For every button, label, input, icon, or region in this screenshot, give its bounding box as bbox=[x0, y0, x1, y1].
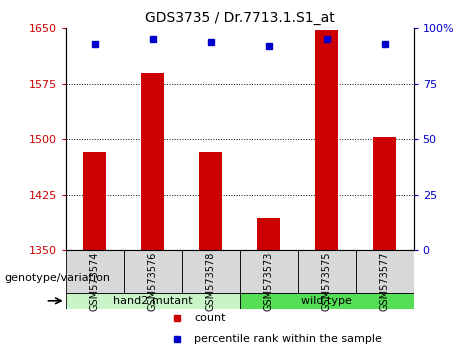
Bar bbox=[182, 250, 240, 293]
Bar bbox=[373, 137, 396, 250]
Text: count: count bbox=[195, 313, 226, 323]
Bar bbox=[240, 250, 298, 293]
Text: GSM573577: GSM573577 bbox=[380, 251, 390, 311]
Bar bbox=[66, 250, 124, 293]
Text: genotype/variation: genotype/variation bbox=[5, 273, 111, 283]
Bar bbox=[257, 218, 280, 250]
Bar bbox=[83, 152, 106, 250]
Bar bbox=[298, 250, 356, 293]
Bar bbox=[66, 293, 240, 309]
Text: wild type: wild type bbox=[301, 296, 352, 306]
Text: GSM573573: GSM573573 bbox=[264, 251, 274, 311]
Bar bbox=[240, 293, 414, 309]
Text: GSM573574: GSM573574 bbox=[90, 251, 100, 311]
Bar bbox=[356, 250, 414, 293]
Bar bbox=[124, 250, 182, 293]
Text: GSM573575: GSM573575 bbox=[321, 251, 332, 311]
Text: GSM573576: GSM573576 bbox=[148, 251, 158, 311]
Bar bbox=[199, 152, 222, 250]
Bar bbox=[315, 30, 338, 250]
Text: percentile rank within the sample: percentile rank within the sample bbox=[195, 334, 383, 344]
Text: GSM573578: GSM573578 bbox=[206, 251, 216, 311]
Title: GDS3735 / Dr.7713.1.S1_at: GDS3735 / Dr.7713.1.S1_at bbox=[145, 11, 335, 24]
Bar bbox=[141, 73, 164, 250]
Text: hand2 mutant: hand2 mutant bbox=[113, 296, 193, 306]
